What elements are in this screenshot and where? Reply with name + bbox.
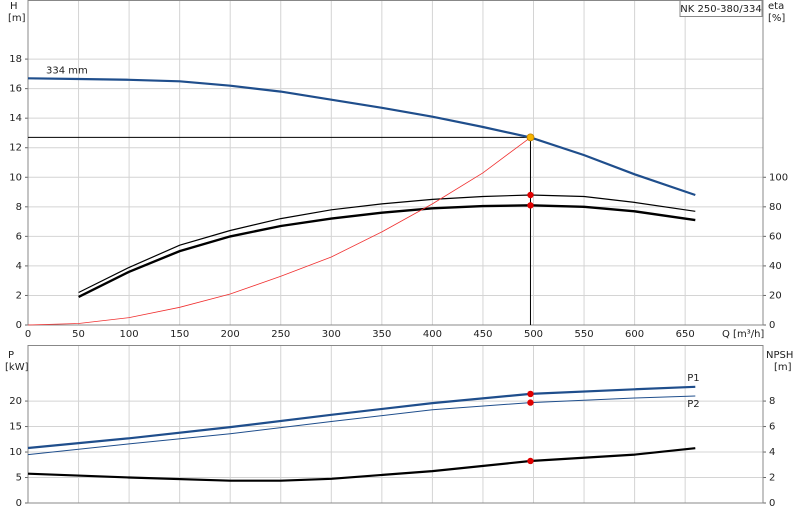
y2-tick-label: 20 [769, 290, 782, 301]
y-tick-label: 0 [16, 320, 22, 331]
y2-tick-label: 80 [769, 202, 782, 213]
marker [527, 390, 534, 398]
x-tick-label: 500 [524, 329, 543, 340]
y2-tick-label: 40 [769, 261, 782, 272]
y-tick-label: 20 [9, 396, 22, 407]
x-tick-label: 100 [120, 329, 139, 340]
y2-tick-label: 4 [769, 447, 775, 458]
y-label: P [8, 350, 14, 361]
y2-tick-label: 60 [769, 231, 782, 242]
y-unit: [m] [8, 13, 26, 24]
x-tick-label: 300 [322, 329, 341, 340]
plot-frame [27, 0, 764, 326]
x-tick-label: 250 [271, 329, 290, 340]
plot-frame [27, 345, 764, 504]
y2-tick-label: 6 [769, 422, 775, 433]
y-unit: [kW] [5, 362, 29, 373]
y2-unit: [%] [768, 13, 785, 24]
x-tick-label: 650 [676, 329, 695, 340]
y-tick-label: 12 [9, 143, 22, 154]
y-tick-label: 10 [9, 447, 22, 458]
series-line [27, 385, 696, 450]
x-tick-label: 600 [625, 329, 644, 340]
series-line [27, 77, 696, 197]
series-label: P2 [687, 399, 699, 410]
series-label: P1 [687, 373, 699, 384]
y2-label: NPSH [766, 350, 793, 361]
x-tick-label: 50 [72, 329, 85, 340]
y-tick-label: 2 [16, 290, 22, 301]
marker [527, 191, 534, 199]
x-tick-label: 200 [221, 329, 240, 340]
y2-tick-label: 100 [769, 172, 788, 183]
series-line [78, 204, 696, 298]
title-box [679, 0, 763, 17]
y-tick-label: 0 [16, 498, 22, 509]
y2-label: eta [768, 1, 784, 12]
marker [527, 202, 534, 209]
x-tick-label: 450 [473, 329, 492, 340]
y-tick-label: 15 [9, 422, 22, 433]
y-tick-label: 16 [9, 84, 22, 95]
x-tick-label: 0 [25, 329, 31, 340]
y2-tick-label: 8 [769, 396, 775, 407]
y-tick-label: 6 [16, 231, 22, 242]
x-tick-label: 150 [170, 329, 189, 340]
series-line [78, 194, 696, 294]
marker [527, 399, 534, 406]
series-line [27, 137, 531, 326]
x-tick-label: 400 [423, 329, 442, 340]
y2-tick-label: 0 [769, 320, 775, 331]
chart-title: NK 250-380/334 [680, 4, 761, 15]
y-tick-label: 10 [9, 172, 22, 183]
y2-unit: [m] [774, 362, 792, 373]
operating-point [526, 133, 535, 142]
y-tick-label: 8 [16, 202, 22, 213]
x-tick-label: 350 [372, 329, 391, 340]
x-tick-label: 550 [575, 329, 594, 340]
y-label: H [10, 1, 18, 12]
y-tick-label: 4 [16, 261, 22, 272]
marker [527, 457, 534, 465]
y-tick-label: 18 [9, 54, 22, 65]
y-tick-label: 5 [16, 473, 22, 484]
series-line [27, 395, 696, 456]
y2-tick-label: 2 [769, 473, 775, 484]
y-tick-label: 14 [9, 113, 22, 124]
x-label: Q [m³/h] [722, 329, 764, 340]
series-label: 334 mm [46, 65, 88, 76]
series-line [27, 447, 696, 482]
y2-tick-label: 0 [769, 498, 775, 509]
